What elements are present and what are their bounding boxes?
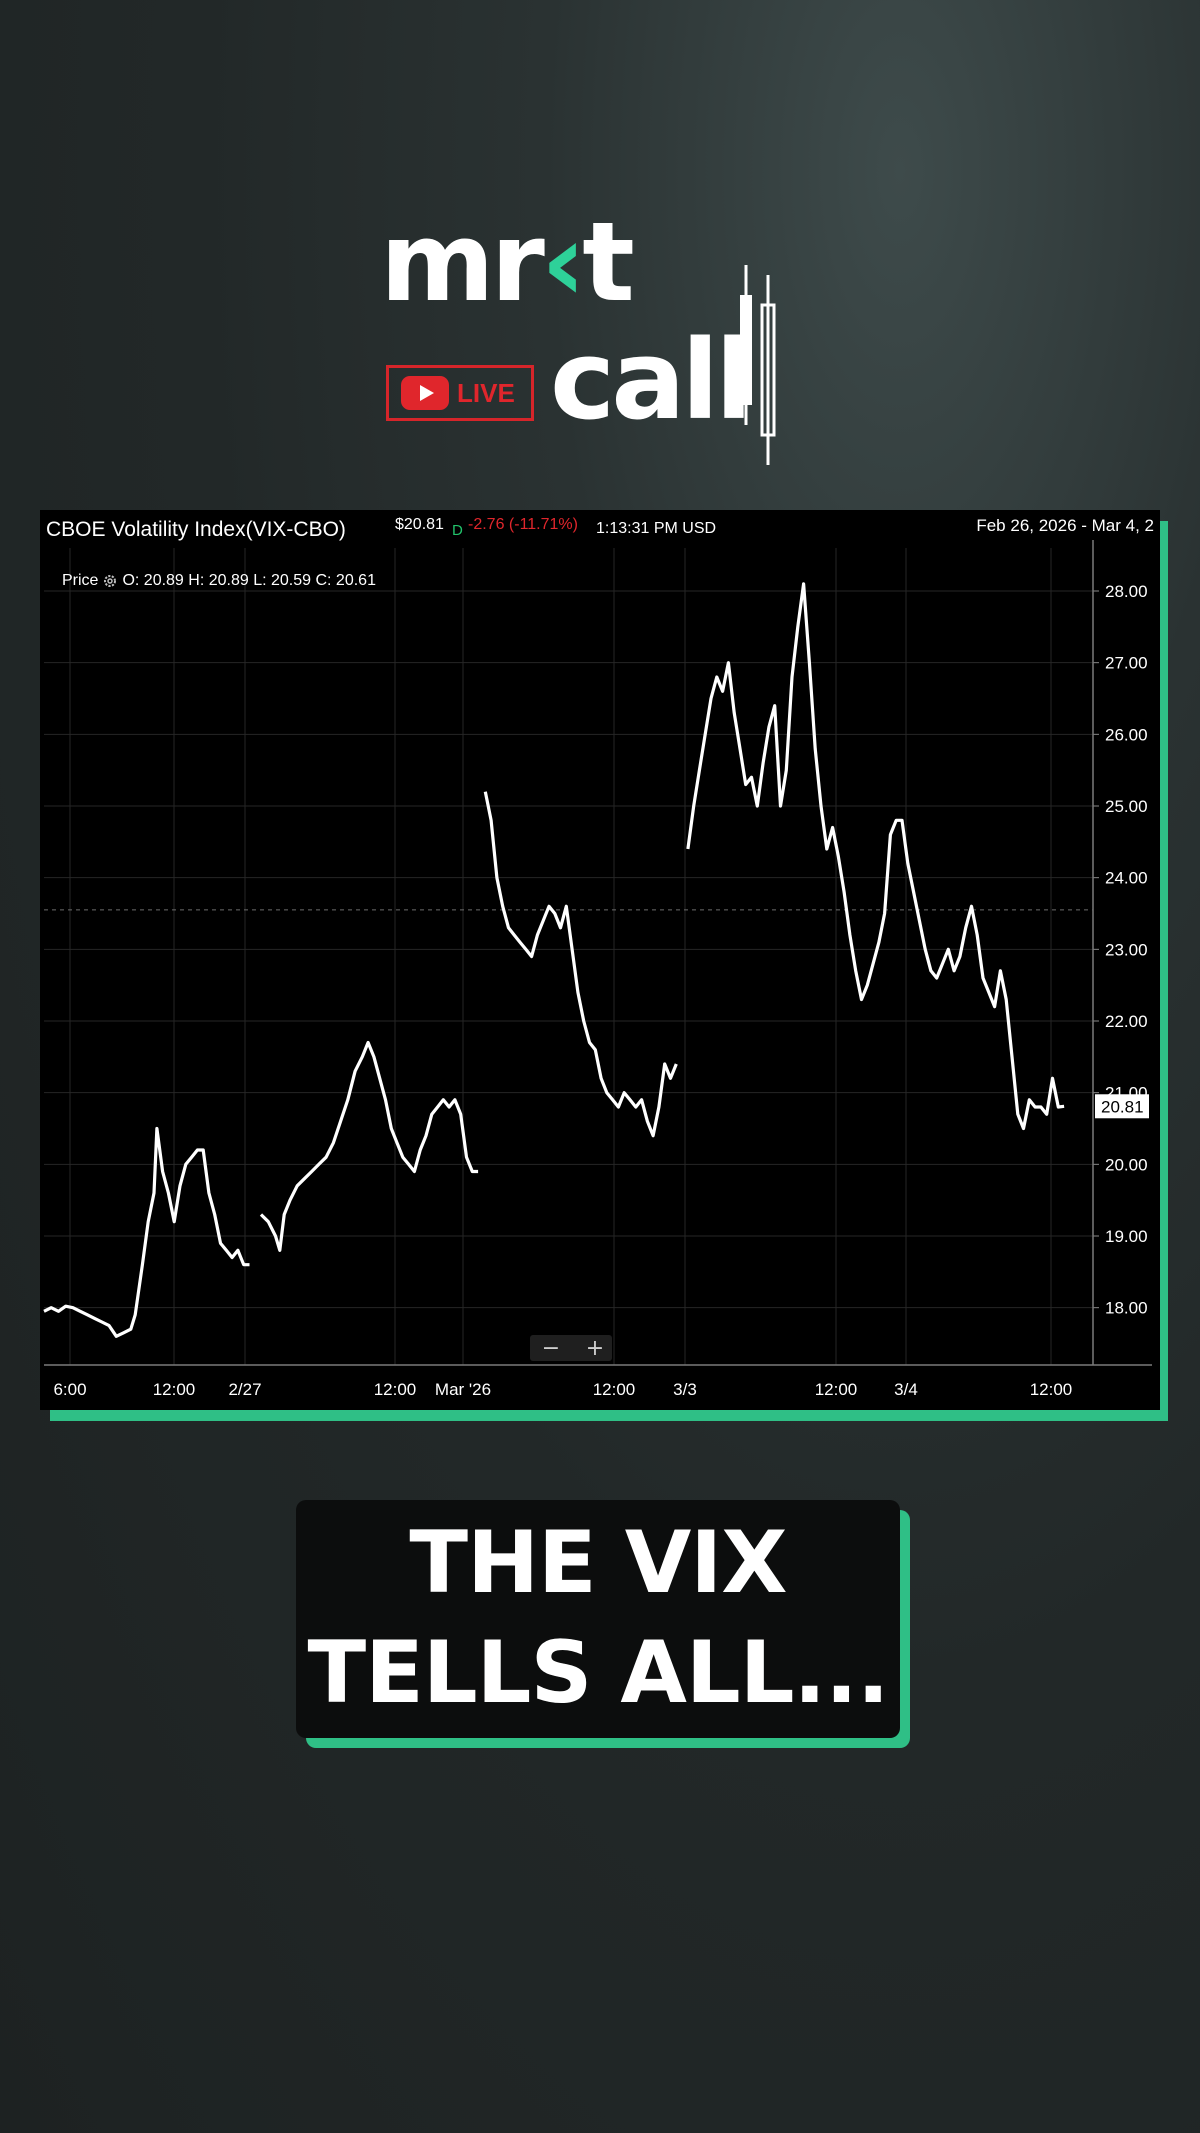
ohlc-legend: Price O: 20.89 H: 20.89 L: 20.59 C: 20.6… — [62, 572, 376, 590]
logo-word-top: mr‹t — [380, 198, 635, 326]
date-range: Feb 26, 2026 - Mar 4, 2 — [976, 516, 1154, 535]
y-tick-label: 22.00 — [1105, 1012, 1148, 1031]
caption-line-1: THE VIX — [409, 1513, 787, 1613]
last-price-box — [1095, 1094, 1149, 1119]
vix-chart: 18.00 19.00 20.00 21.00 22.00 23.00 24.00 25.00… — [40, 510, 1160, 1410]
price-series-line — [686, 582, 1065, 1131]
x-tick-label: 12:00 — [593, 1380, 636, 1399]
price-change: -2.76 (-11.71%) — [468, 516, 578, 533]
time-currency: 1:13:31 PM USD — [596, 520, 717, 537]
y-tick-label: 24.00 — [1105, 869, 1148, 888]
ohlc-label: Price — [62, 572, 99, 589]
caption-line-2: TELLS ALL... — [307, 1623, 889, 1723]
x-tick-label: 12:00 — [815, 1380, 858, 1399]
zoom-out-button[interactable]: − — [542, 1336, 560, 1361]
y-tick-label: 20.00 — [1105, 1155, 1148, 1174]
settings-gear-icon[interactable] — [102, 573, 118, 589]
x-tick-label: 12:00 — [374, 1380, 417, 1399]
youtube-play-icon — [401, 376, 449, 410]
chart-canvas: 18.0019.0020.0021.0022.0023.0024.0025.00… — [43, 540, 1152, 1399]
logo-accent-chevron: ‹ — [540, 198, 586, 326]
logo-word-bottom: call — [550, 316, 753, 444]
current-price: $20.81 — [395, 516, 444, 533]
zoom-in-button[interactable]: + — [586, 1336, 604, 1361]
y-tick-label: 25.00 — [1105, 797, 1148, 816]
y-tick-label: 19.00 — [1105, 1227, 1148, 1246]
mrkt-call-logo: mr‹t call LIVE — [370, 207, 830, 475]
x-tick-label: 2/27 — [228, 1380, 261, 1399]
period-marker: D — [452, 522, 463, 539]
y-tick-label: 28.00 — [1105, 582, 1148, 601]
x-tick-label: 6:00 — [53, 1380, 86, 1399]
y-tick-label: 27.00 — [1105, 654, 1148, 673]
price-series-line — [43, 1126, 250, 1338]
x-tick-label: 3/4 — [894, 1380, 918, 1399]
ohlc-values: O: 20.89 H: 20.89 L: 20.59 C: 20.61 — [122, 572, 376, 589]
caption-box: THE VIX TELLS ALL... — [296, 1500, 900, 1738]
x-tick-label: 3/3 — [673, 1380, 697, 1399]
chart-title: CBOE Volatility Index(VIX-CBO) — [46, 518, 346, 541]
y-tick-label: 26.00 — [1105, 725, 1148, 744]
live-label: LIVE — [457, 377, 515, 408]
x-tick-label: 12:00 — [153, 1380, 196, 1399]
y-tick-label: 23.00 — [1105, 940, 1148, 959]
price-series-line — [483, 791, 678, 1138]
live-badge: LIVE — [386, 365, 534, 421]
candlestick-icon — [740, 265, 776, 465]
x-tick-label: Mar '26 — [435, 1380, 491, 1399]
last-price-label: 20.81 — [1101, 1097, 1144, 1116]
x-tick-label: 12:00 — [1030, 1380, 1073, 1399]
y-tick-label: 18.00 — [1105, 1299, 1148, 1318]
price-series-line — [259, 1040, 479, 1252]
zoom-control — [530, 1335, 612, 1361]
